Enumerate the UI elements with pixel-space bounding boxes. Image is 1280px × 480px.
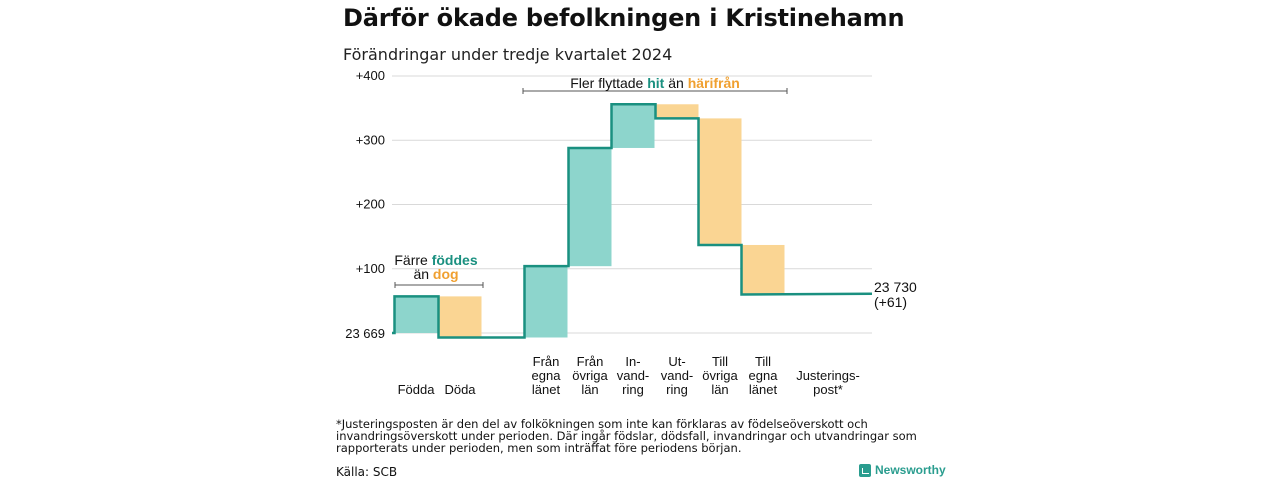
- start-value-label: 23 669: [345, 326, 385, 341]
- x-category-label: Från: [533, 354, 560, 369]
- x-category-label: ring: [622, 382, 644, 397]
- x-category-label: län: [581, 382, 598, 397]
- x-category-label: Döda: [444, 382, 476, 397]
- brand-name: Newsworthy: [875, 463, 946, 477]
- waterfall-bar: [655, 104, 699, 119]
- waterfall-bar: [524, 266, 568, 338]
- grid-lines: [392, 75, 872, 334]
- cumulative-line: [392, 103, 873, 339]
- x-category-label: övriga: [702, 368, 738, 383]
- x-category-label: länet: [532, 382, 561, 397]
- annotation-births-line2: än dog: [413, 266, 458, 282]
- x-category-label: län: [711, 382, 728, 397]
- x-category-label: ring: [666, 382, 688, 397]
- x-category-label: Födda: [398, 382, 436, 397]
- bars: [394, 104, 785, 338]
- x-category-label: In-: [625, 354, 640, 369]
- x-category-label: vand-: [661, 368, 694, 383]
- x-category-label: egna: [749, 368, 779, 383]
- waterfall-bar: [394, 296, 438, 333]
- chart-title: Därför ökade befolkningen i Kristinehamn: [343, 4, 905, 32]
- x-category-label: Från: [577, 354, 604, 369]
- x-category-label: egna: [532, 368, 562, 383]
- waterfall-bar: [698, 118, 742, 245]
- waterfall-bar: [568, 147, 612, 267]
- chart-subtitle: Förändringar under tredje kvartalet 2024: [343, 45, 673, 64]
- x-category-label: Till: [712, 354, 728, 369]
- brand-logo[interactable]: Newsworthy: [859, 463, 946, 477]
- end-value-label: 23 730: [874, 279, 917, 295]
- source-label: Källa: SCB: [336, 465, 398, 479]
- x-category-label: vand-: [617, 368, 650, 383]
- y-tick-label: +100: [356, 261, 385, 276]
- waterfall-bar: [438, 296, 482, 338]
- annotation-births-line1: Färre föddes: [394, 252, 477, 268]
- x-category-label: post*: [813, 382, 843, 397]
- x-category-label: länet: [749, 382, 778, 397]
- annotation-migration: Fler flyttade hit än härifrån: [570, 75, 740, 91]
- end-change-label: (+61): [874, 294, 907, 310]
- step-line: [392, 103, 873, 339]
- waterfall-bar: [611, 104, 655, 148]
- x-category-label: Justerings-: [796, 368, 860, 383]
- x-category-label: övriga: [572, 368, 608, 383]
- y-tick-label: +300: [356, 132, 385, 147]
- waterfall-bar: [741, 244, 785, 295]
- footnote: *Justeringsposten är den del av folkökni…: [336, 417, 917, 455]
- y-tick-label: +200: [356, 197, 385, 212]
- x-category-label: Ut-: [668, 354, 685, 369]
- x-category-label: Till: [755, 354, 771, 369]
- y-tick-label: +400: [356, 68, 385, 83]
- newsworthy-logo-icon: [859, 463, 871, 477]
